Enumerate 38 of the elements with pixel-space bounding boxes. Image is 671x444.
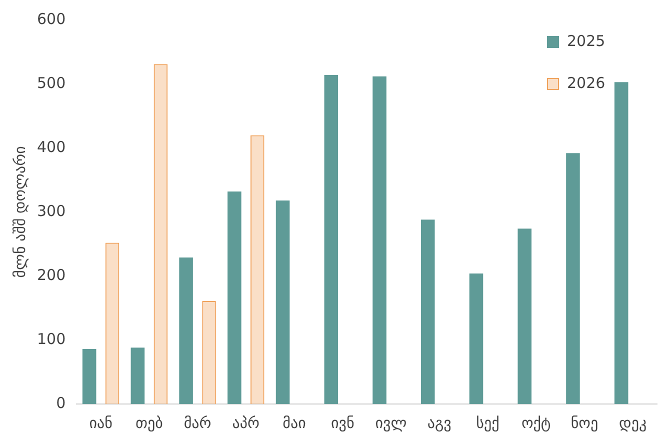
bar <box>82 348 96 404</box>
legend-label: 2026 <box>567 74 606 92</box>
legend-label: 2025 <box>567 32 606 50</box>
bar <box>202 300 216 404</box>
y-tick-label: 400 <box>36 138 66 156</box>
x-tick-label: ოქტ <box>521 414 551 432</box>
bar <box>469 273 484 404</box>
bar <box>518 228 532 404</box>
x-tick-label: აპრ <box>232 414 260 432</box>
y-axis-title: მლნ აშშ დოლარი <box>10 146 29 278</box>
bar <box>130 348 145 404</box>
x-tick-label: ივნ <box>330 414 354 432</box>
x-tick-label: აგვ <box>427 414 452 432</box>
x-tick-label: მარ <box>184 414 212 432</box>
bar <box>228 192 242 404</box>
y-tick-label: 600 <box>36 10 66 28</box>
x-tick-label: იან <box>89 414 113 432</box>
bar <box>614 82 628 404</box>
y-tick-label: 0 <box>56 394 66 412</box>
bar <box>276 200 290 404</box>
x-tick-label: მაი <box>282 414 306 432</box>
bar <box>154 64 168 404</box>
bar <box>324 75 338 404</box>
y-tick-label: 500 <box>36 74 66 92</box>
x-tick-label: ნოე <box>570 414 598 432</box>
bar <box>566 153 580 404</box>
bar <box>179 257 193 404</box>
bar <box>250 135 264 404</box>
x-tick-label: ივლ <box>375 414 407 432</box>
y-tick-label: 100 <box>36 330 66 348</box>
x-tick-label: თებ <box>135 414 164 432</box>
x-tick-label: დეკ <box>619 414 647 432</box>
y-tick-label: 200 <box>36 266 66 284</box>
bar <box>420 220 435 404</box>
bar <box>372 76 386 404</box>
y-tick-label: 300 <box>36 202 66 220</box>
x-tick-label: სექ <box>476 414 500 432</box>
bar <box>105 242 120 404</box>
